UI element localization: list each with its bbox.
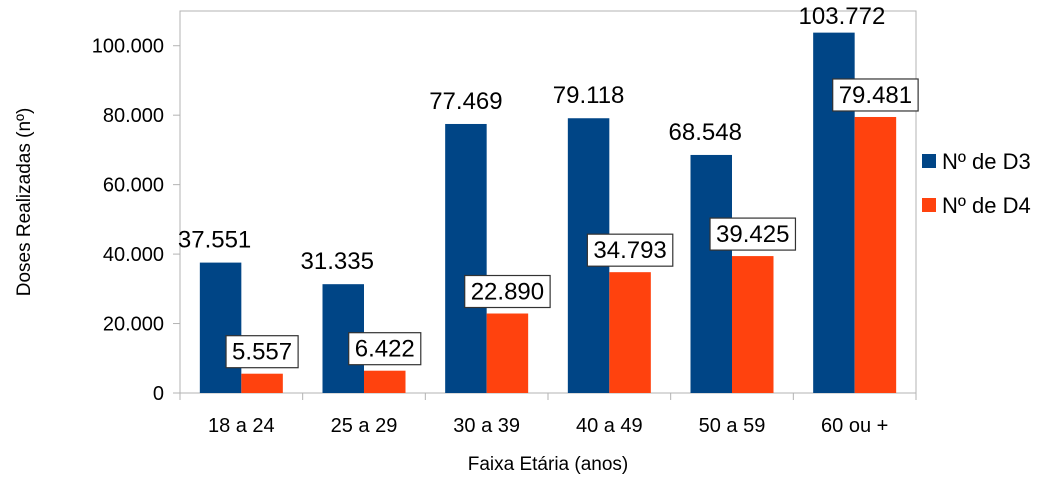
bar-d3 [200,263,242,393]
data-label-d3: 77.469 [429,88,502,115]
bar-d3 [691,155,733,393]
legend-swatch-d3 [922,154,936,168]
x-tick-label: 60 ou + [821,415,888,437]
data-label-d4: 22.890 [471,279,544,306]
data-label-d4: 34.793 [593,237,666,264]
y-tick-label: 20.000 [103,314,164,336]
data-label-d3: 68.548 [669,119,742,146]
data-label-d3: 31.335 [301,248,374,275]
data-label-d3: 79.118 [553,82,625,109]
y-axis-title: Doses Realizadas (nº) [14,108,35,297]
bar-d4 [609,272,651,393]
y-tick-label: 80.000 [103,105,164,127]
bar-d3 [445,124,487,393]
y-tick-label: 100.000 [92,36,164,58]
x-tick-label: 40 a 49 [576,415,643,437]
x-tick-label: 50 a 59 [699,415,766,437]
x-axis-title: Faixa Etária (anos) [468,454,629,475]
data-label-d4: 79.481 [839,82,912,109]
data-label-d3: 37.551 [178,227,251,254]
bar-d4 [487,314,528,393]
bar-d4 [364,371,406,393]
x-tick-label: 25 a 29 [331,415,398,437]
legend: Nº de D3 Nº de D4 [922,149,1031,218]
bar-d4 [855,117,897,393]
bar-d4 [732,256,774,393]
data-label-d4: 6.422 [355,336,415,363]
x-tick-label: 30 a 39 [453,415,520,437]
y-tick-label: 0 [153,383,164,405]
legend-swatch-d4 [922,198,936,212]
data-label-d4: 39.425 [716,221,789,248]
data-label-d3: 103.772 [799,3,886,30]
x-tick-label: 18 a 24 [208,415,275,437]
legend-label-d3: Nº de D3 [942,149,1031,174]
bar-d4 [241,374,282,393]
legend-label-d4: Nº de D4 [942,193,1031,218]
data-label-d4: 5.557 [232,339,292,366]
y-tick-label: 40.000 [103,244,164,266]
y-tick-label: 60.000 [103,175,164,197]
